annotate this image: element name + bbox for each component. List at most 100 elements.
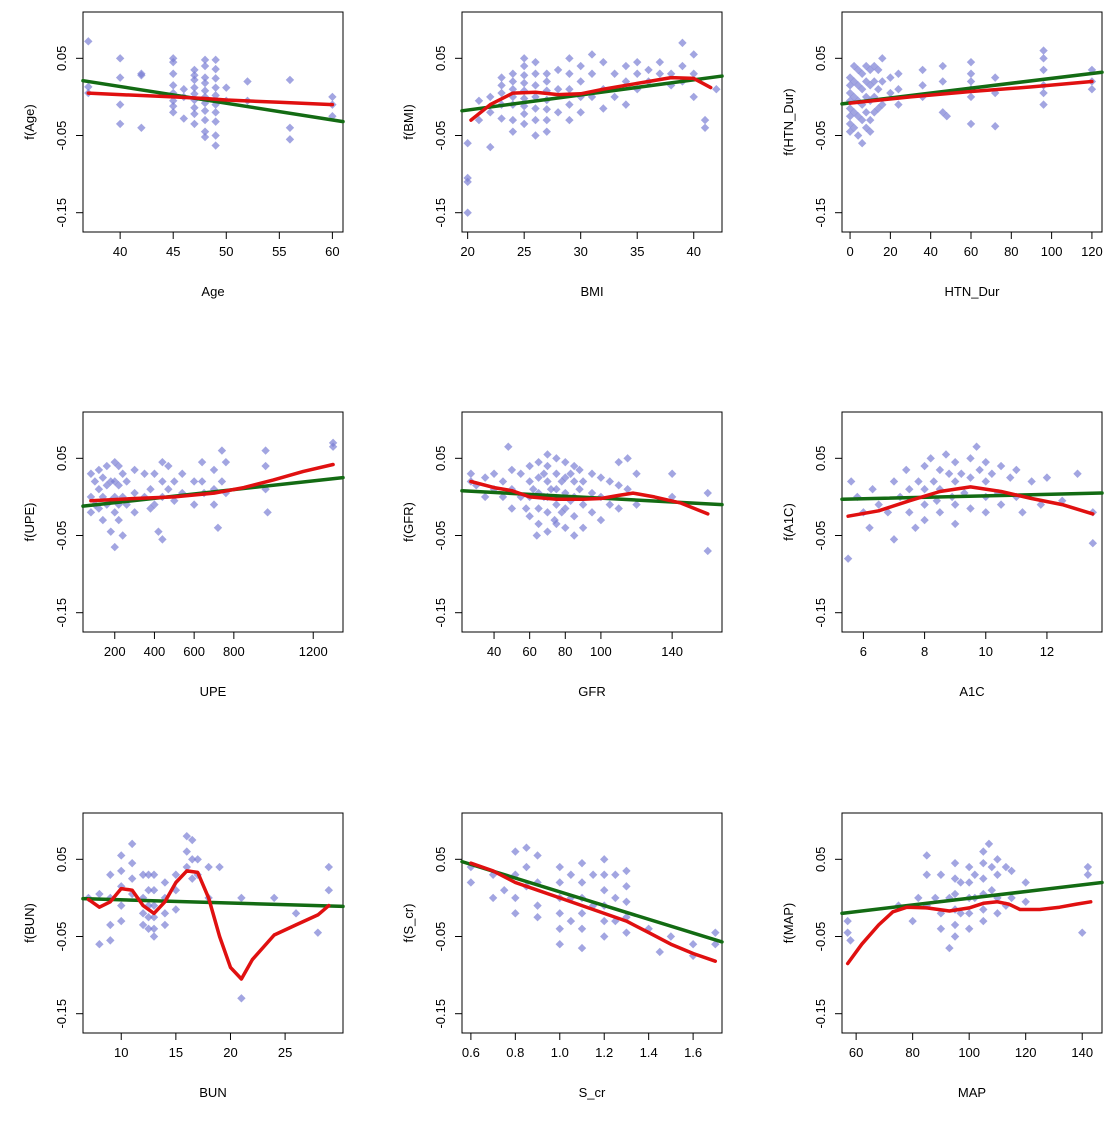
panel-a1c-point: [950, 519, 960, 529]
panel-gfr-point: [534, 504, 543, 513]
panel-gfr-point: [561, 473, 570, 482]
panel-htn-xtick-label: 40: [923, 244, 937, 259]
panel-gfr-point: [605, 500, 615, 509]
panel-age-point: [115, 100, 125, 109]
panel-age-point: [179, 84, 189, 94]
panel-htn-point: [990, 73, 1000, 82]
panel-bun-point: [106, 870, 115, 879]
panel-gfr-point: [552, 500, 561, 509]
panel-bun-point: [160, 878, 170, 887]
panel-gfr-point: [569, 477, 579, 486]
panel-bun-point: [117, 901, 126, 910]
panel-htn-point: [866, 127, 875, 136]
panel-gfr-point: [561, 457, 570, 467]
panel-bun-point: [237, 994, 246, 1003]
panel-gfr-point: [546, 484, 556, 494]
panel-a1c-point: [950, 457, 960, 467]
panel-map-point: [950, 932, 960, 941]
panel-bmi-point: [587, 69, 597, 78]
panel-bun-point: [324, 862, 333, 872]
panel-map-point: [908, 916, 917, 926]
panel-htn-point: [1039, 65, 1048, 75]
panel-htn-point: [1039, 54, 1048, 63]
panel-scr-ylabel: f(S_cr): [401, 904, 416, 943]
panel-htn-point: [938, 108, 947, 117]
panel-upe-point: [150, 469, 159, 478]
panel-age-point: [169, 69, 178, 78]
panel-gfr-point: [614, 481, 623, 490]
panel-map-point: [843, 928, 852, 937]
panel-a1c-point: [868, 484, 877, 494]
panel-htn-point: [857, 69, 867, 78]
panel-htn-point: [886, 88, 895, 98]
panel-bun-point: [324, 885, 333, 895]
panel-map-point: [964, 924, 974, 933]
panel-bun-point: [149, 901, 159, 910]
panel-gfr-point: [557, 477, 566, 486]
panel-bmi-point: [508, 69, 518, 78]
panel-bun-xtick-label: 15: [169, 1045, 183, 1060]
panel-upe-point: [94, 484, 104, 494]
panel-a1c-point: [932, 496, 942, 505]
panel-bmi-point: [655, 57, 665, 67]
panel-scr-point: [555, 862, 564, 872]
panel-scr-point: [555, 924, 564, 933]
panel-gfr-xtick-label: 140: [661, 644, 683, 659]
panel-htn-point: [866, 115, 875, 125]
panel-upe-point: [158, 477, 167, 486]
panel-bmi-point: [542, 69, 551, 78]
panel-map-point: [979, 847, 988, 856]
panel-a1c-ytick-label: 0.05: [813, 446, 828, 471]
panel-bun-xlabel: BUN: [199, 1085, 226, 1100]
panel-upe-xlabel: UPE: [200, 684, 227, 699]
panel-upe-point: [164, 461, 173, 471]
panel-gfr-xtick-label: 60: [522, 644, 536, 659]
panel-bmi-point: [497, 73, 506, 82]
panel-a1c-point: [1027, 477, 1036, 486]
panel-scr-point: [566, 893, 576, 903]
panel-scr-xtick-label: 1.0: [551, 1045, 569, 1060]
panel-age-point: [200, 127, 210, 136]
panel-a1c-point: [966, 454, 975, 463]
panel-scr-point: [622, 897, 631, 906]
panel-scr-point: [611, 870, 620, 879]
panel-map-point: [956, 878, 965, 887]
panel-a1c-point: [902, 465, 911, 475]
panel-upe-point: [140, 469, 149, 478]
panel-htn-point: [857, 84, 867, 94]
panel-gfr-point: [498, 477, 508, 486]
panel-bun-point: [138, 893, 148, 903]
panel-htn-point: [870, 77, 879, 86]
panel-bmi-point: [463, 139, 472, 148]
panel-bun-point: [149, 870, 159, 879]
panel-age-point: [211, 64, 220, 74]
panel-upe-xtick-label: 800: [223, 644, 245, 659]
panel-scr-ytick-label: -0.05: [433, 922, 448, 952]
panel-htn-xtick-label: 120: [1081, 244, 1103, 259]
panel-bmi-point: [542, 115, 551, 125]
panel-bmi-point: [519, 71, 529, 80]
panel-bmi-point: [508, 84, 518, 94]
panel-age-point: [285, 135, 295, 144]
panel-bun-ylabel: f(BUN): [22, 903, 37, 943]
panel-scr-point: [655, 947, 664, 957]
panel-bmi-point: [553, 84, 563, 94]
panel-upe-ytick-label: 0.05: [54, 446, 69, 471]
panel-bmi-point: [508, 127, 518, 136]
panel-upe-point: [118, 469, 127, 478]
panel-a1c-point: [920, 515, 929, 525]
panel-bmi-point: [531, 104, 540, 113]
panel-upe-point: [328, 442, 338, 451]
panel-a1c-ylabel: f(A1C): [781, 503, 796, 541]
panel-bmi-point: [531, 81, 540, 90]
panel-a1c-point: [920, 484, 929, 494]
panel-map-point: [984, 839, 994, 849]
panel-map-point: [979, 905, 988, 914]
panel-bun-point: [160, 893, 170, 903]
panel-bmi-point: [678, 61, 687, 71]
panel-age-point: [169, 81, 178, 90]
panel-age-point: [190, 71, 199, 80]
panel-a1c-point: [914, 477, 923, 486]
panel-gfr-point: [552, 469, 561, 478]
